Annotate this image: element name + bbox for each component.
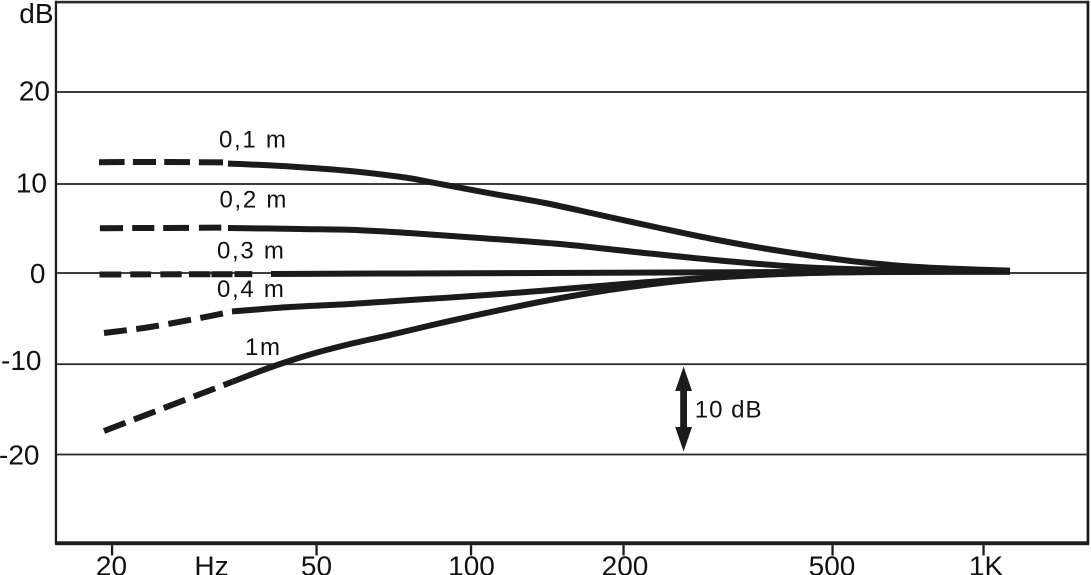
svg-text:0,3 m: 0,3 m <box>217 238 286 265</box>
svg-text:0,1 m: 0,1 m <box>219 127 288 154</box>
svg-text:-20: -20 <box>0 440 40 471</box>
svg-text:dB: dB <box>19 0 53 29</box>
svg-text:50: 50 <box>301 551 332 575</box>
svg-text:200: 200 <box>602 551 649 575</box>
svg-text:1m: 1m <box>245 334 282 361</box>
svg-text:20: 20 <box>96 551 127 575</box>
svg-text:1K: 1K <box>969 551 1004 575</box>
svg-text:0,4 m: 0,4 m <box>217 276 286 303</box>
svg-text:100: 100 <box>448 551 495 575</box>
svg-text:Hz: Hz <box>194 551 228 575</box>
svg-text:10 dB: 10 dB <box>695 397 763 424</box>
svg-text:0: 0 <box>30 258 46 289</box>
svg-text:0,2 m: 0,2 m <box>220 187 289 214</box>
svg-text:500: 500 <box>809 551 856 575</box>
svg-text:20: 20 <box>19 76 50 107</box>
svg-text:-10: -10 <box>1 345 41 376</box>
svg-text:10: 10 <box>16 168 47 199</box>
